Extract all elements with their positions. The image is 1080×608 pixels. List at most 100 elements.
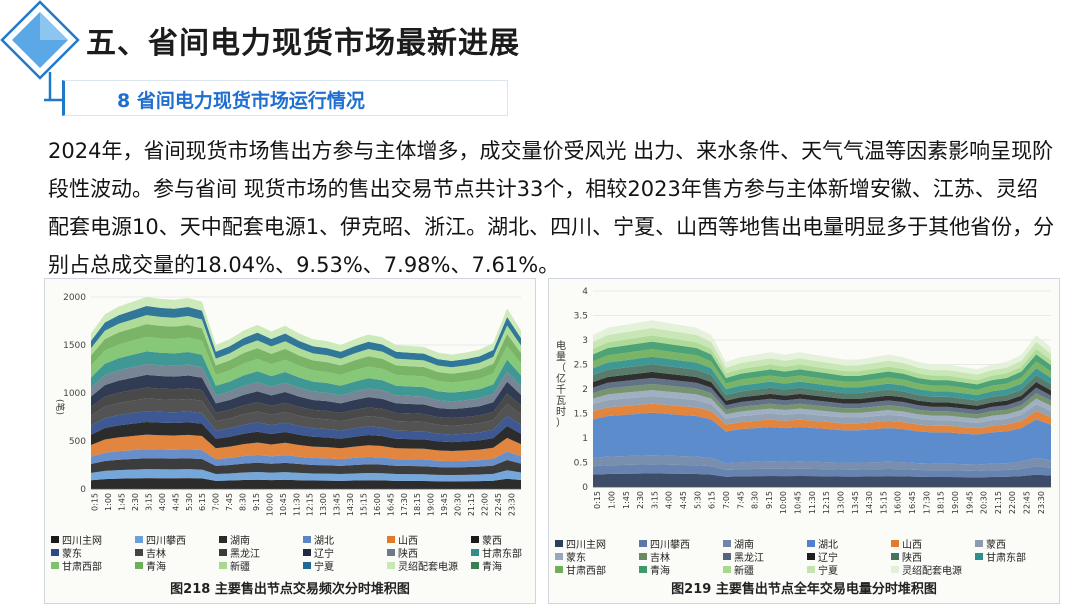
x-tick-label: 18:15 bbox=[413, 493, 422, 516]
series-area bbox=[593, 320, 1051, 375]
series-area bbox=[593, 349, 1051, 396]
x-tick-label: 11:30 bbox=[292, 493, 301, 516]
legend-label: 蒙东 bbox=[62, 549, 82, 560]
series-area bbox=[91, 449, 521, 468]
x-tick-label: 16:00 bbox=[373, 493, 382, 516]
series-area bbox=[91, 469, 521, 482]
legend-swatch bbox=[975, 540, 983, 547]
legend-item: 甘肃东部 bbox=[471, 545, 535, 560]
series-area bbox=[593, 390, 1051, 423]
legend-swatch bbox=[387, 536, 395, 543]
stacked-area-chart-volume: 0 0.5 1 1.5 2 2.5 3 3.5 4 0:15 1:00 1:45 2:30 3:15 4:0… bbox=[556, 287, 1051, 514]
x-tick-label: 19:45 bbox=[965, 491, 974, 514]
series-area bbox=[593, 377, 1051, 415]
x-tick-label: 1:45 bbox=[622, 491, 631, 509]
x-tick-label: 11:30 bbox=[808, 491, 817, 514]
series-area bbox=[91, 315, 521, 374]
x-tick-label: 22:00 bbox=[480, 493, 489, 516]
legend-item: 山西 bbox=[891, 536, 975, 551]
legend-label: 四川主网 bbox=[62, 536, 102, 547]
x-tick-label: 22:45 bbox=[494, 493, 503, 516]
x-tick-label: 9:15 bbox=[765, 491, 774, 509]
legend-swatch bbox=[303, 562, 311, 569]
legend-label: 陕西 bbox=[398, 549, 418, 560]
x-tick-label: 3:15 bbox=[144, 493, 153, 511]
legend-label: 四川攀西 bbox=[650, 540, 690, 551]
legend-swatch bbox=[891, 553, 899, 560]
legend-item: 陕西 bbox=[891, 549, 975, 564]
x-tick-label: 12:15 bbox=[306, 493, 315, 516]
legend-label: 辽宁 bbox=[818, 553, 838, 564]
legend-swatch bbox=[219, 549, 227, 556]
legend-label: 新疆 bbox=[734, 566, 754, 577]
y-axis-label: (笔) bbox=[54, 399, 66, 415]
legend-swatch bbox=[219, 562, 227, 569]
x-tick-label: 19:00 bbox=[951, 491, 960, 514]
legend-swatch bbox=[975, 553, 983, 560]
y-tick-label: 3 bbox=[582, 336, 588, 346]
x-tick-label: 22:00 bbox=[1008, 491, 1017, 514]
legend-swatch bbox=[891, 566, 899, 573]
x-tick-label: 15:15 bbox=[879, 491, 888, 514]
legend-item: 四川主网 bbox=[555, 536, 639, 551]
series-area bbox=[91, 351, 521, 402]
legend-swatch bbox=[807, 566, 815, 573]
legend-item: 甘肃西部 bbox=[51, 558, 135, 573]
legend-item: 新疆 bbox=[723, 562, 807, 577]
legend-swatch bbox=[723, 540, 731, 547]
legend-item: 蒙东 bbox=[51, 545, 135, 560]
legend-item: 新疆 bbox=[219, 558, 303, 573]
x-tick-label: 8:30 bbox=[751, 491, 760, 509]
legend-label: 青海 bbox=[146, 562, 166, 573]
legend-swatch bbox=[891, 540, 899, 547]
x-tick-label: 8:30 bbox=[239, 493, 248, 511]
y-tick-label: 500 bbox=[69, 437, 86, 447]
y-tick-label: 0.5 bbox=[574, 459, 588, 469]
legend-swatch bbox=[387, 549, 395, 556]
x-tick-label: 1:45 bbox=[118, 493, 127, 511]
legend-item: 辽宁 bbox=[303, 545, 387, 560]
x-tick-label: 12:15 bbox=[822, 491, 831, 514]
legend-swatch bbox=[135, 536, 143, 543]
y-axis-label: 瓦 bbox=[556, 396, 566, 407]
legend-label: 蒙西 bbox=[482, 536, 502, 547]
y-axis-label: 电 bbox=[556, 339, 566, 352]
legend-swatch bbox=[639, 553, 647, 560]
legend-swatch bbox=[219, 536, 227, 543]
x-tick-label: 7:45 bbox=[225, 493, 234, 511]
series-area bbox=[593, 335, 1051, 385]
x-tick-label: 20:30 bbox=[980, 491, 989, 514]
legend-item: 宁夏 bbox=[303, 558, 387, 573]
y-tick-label: 1500 bbox=[63, 341, 86, 351]
x-tick-label: 5:30 bbox=[693, 491, 702, 509]
series-area bbox=[91, 364, 521, 410]
legend-swatch bbox=[303, 549, 311, 556]
legend-label: 湖南 bbox=[734, 540, 754, 551]
series-area bbox=[91, 398, 521, 435]
series-area bbox=[593, 341, 1051, 390]
legend-item: 吉林 bbox=[135, 545, 219, 560]
legend-item: 湖北 bbox=[807, 536, 891, 551]
x-tick-label: 23:30 bbox=[1037, 491, 1046, 514]
x-tick-label: 9:15 bbox=[252, 493, 261, 511]
x-tick-label: 7:00 bbox=[212, 493, 221, 511]
x-tick-label: 17:30 bbox=[922, 491, 931, 514]
legend-label: 黑龙江 bbox=[734, 553, 764, 564]
legend-item: 辽宁 bbox=[807, 549, 891, 564]
y-tick-label: 1000 bbox=[63, 389, 86, 399]
legend-item: 四川攀西 bbox=[135, 532, 219, 547]
figure-caption: 图219 主要售出节点全年交易电量分时堆积图 bbox=[671, 582, 937, 597]
legend-swatch bbox=[807, 540, 815, 547]
x-tick-label: 7:45 bbox=[736, 491, 745, 509]
legend-item: 甘肃西部 bbox=[555, 562, 639, 577]
x-tick-label: 6:15 bbox=[708, 491, 717, 509]
legend-label: 新疆 bbox=[230, 562, 250, 573]
legend-label: 青海 bbox=[650, 566, 670, 577]
legend-item: 四川攀西 bbox=[639, 536, 723, 551]
figure-218: 0 500 1000 1500 2000 0:15 1:00 1:45 2:30 3:15 4:00… bbox=[44, 278, 536, 604]
y-tick-label: 4 bbox=[582, 287, 588, 297]
x-tick-label: 19:00 bbox=[427, 493, 436, 516]
x-tick-label: 13:45 bbox=[851, 491, 860, 514]
legend-swatch bbox=[555, 553, 563, 560]
x-tick-label: 21:15 bbox=[467, 493, 476, 516]
